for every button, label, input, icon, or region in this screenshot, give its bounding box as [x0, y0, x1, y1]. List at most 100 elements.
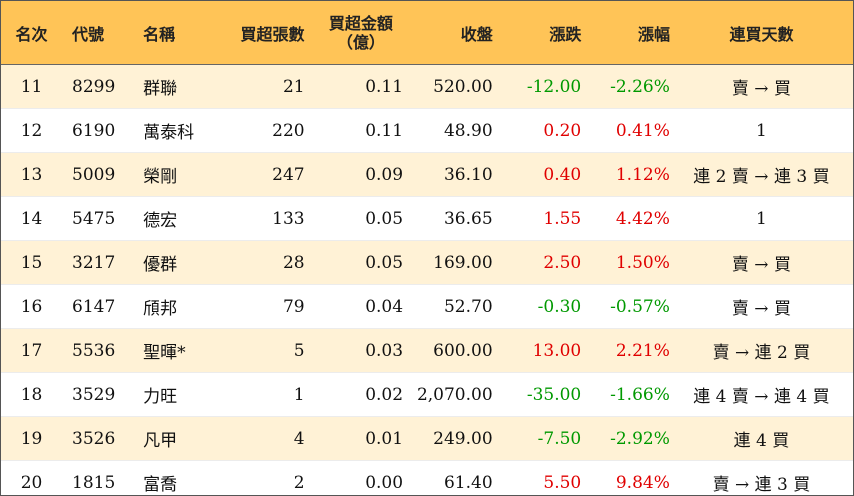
header-amount-line2: （億）	[336, 32, 385, 52]
cell-days: 1	[756, 208, 767, 229]
cell-code: 3526	[72, 428, 116, 449]
table-body: 11 8299 群聯 21 0.11 520.00 -12.00 -2.26% 賣 → 買 12 6…	[1, 65, 853, 495]
cell-days: 賣 → 買	[731, 299, 791, 319]
header-code[interactable]: 代號	[72, 24, 105, 44]
cell-pct: -1.66%	[610, 384, 670, 405]
cell-rank: 13	[20, 164, 43, 185]
cell-volume: 220	[272, 120, 305, 141]
header-name[interactable]: 名稱	[143, 24, 176, 44]
cell-close: 600.00	[433, 340, 493, 361]
cell-volume: 133	[272, 208, 305, 229]
table-row[interactable]: 14 5475 德宏 133 0.05 36.65 1.55 4.42% 1	[1, 197, 853, 241]
header-rank[interactable]: 名次	[15, 24, 48, 44]
cell-days: 賣 → 買	[731, 79, 791, 99]
cell-days: 賣 → 連 2 買	[712, 343, 811, 363]
cell-code: 5475	[72, 208, 116, 229]
cell-days: 1	[756, 120, 767, 141]
cell-code: 6147	[72, 296, 116, 317]
cell-close: 249.00	[433, 428, 493, 449]
cell-code: 3529	[72, 384, 116, 405]
cell-amount: 0.04	[365, 296, 404, 317]
cell-days: 賣 → 買	[731, 255, 791, 275]
cell-pct: -2.26%	[610, 76, 670, 97]
cell-rank: 19	[20, 428, 43, 449]
header-days[interactable]: 連買天數	[729, 24, 794, 44]
cell-pct: 2.21%	[615, 340, 670, 361]
cell-amount: 0.00	[365, 472, 404, 493]
cell-close: 169.00	[433, 252, 493, 273]
cell-close: 36.65	[443, 208, 493, 229]
cell-change: 1.55	[543, 208, 582, 229]
cell-name: 聖暉*	[143, 343, 186, 363]
cell-close: 2,070.00	[416, 384, 493, 405]
header-amount[interactable]: 買超金額 （億）	[305, 1, 404, 64]
cell-change: 0.20	[543, 120, 582, 141]
cell-code: 5536	[72, 340, 116, 361]
cell-name: 力旺	[143, 387, 178, 407]
cell-amount: 0.11	[365, 76, 404, 97]
cell-change: -0.30	[537, 296, 582, 317]
cell-volume: 1	[293, 384, 305, 405]
cell-amount: 0.03	[365, 340, 404, 361]
cell-name: 富喬	[143, 475, 178, 495]
table-row[interactable]: 20 1815 富喬 2 0.00 61.40 5.50 9.84% 賣 → 連 3 買	[1, 461, 853, 495]
table-row[interactable]: 16 6147 頎邦 79 0.04 52.70 -0.30 -0.57% 賣 → 買	[1, 285, 853, 329]
cell-close: 48.90	[443, 120, 493, 141]
cell-amount: 0.05	[365, 252, 404, 273]
header-volume[interactable]: 買超張數	[240, 24, 305, 44]
table-row[interactable]: 15 3217 優群 28 0.05 169.00 2.50 1.50% 賣 → 買	[1, 241, 853, 285]
table-row[interactable]: 11 8299 群聯 21 0.11 520.00 -12.00 -2.26% 賣 → 買	[1, 65, 853, 109]
cell-change: -12.00	[526, 76, 582, 97]
cell-change: 13.00	[532, 340, 582, 361]
cell-pct: -2.92%	[610, 428, 670, 449]
cell-code: 8299	[72, 76, 116, 97]
cell-close: 36.10	[443, 164, 493, 185]
cell-amount: 0.09	[365, 164, 404, 185]
cell-change: 5.50	[543, 472, 582, 493]
cell-days: 連 4 賣 → 連 4 買	[693, 387, 830, 407]
cell-name: 群聯	[143, 79, 178, 99]
cell-volume: 21	[282, 76, 305, 97]
cell-days: 連 4 買	[733, 431, 790, 451]
cell-code: 1815	[72, 472, 116, 493]
table-row[interactable]: 17 5536 聖暉* 5 0.03 600.00 13.00 2.21% 賣 → 連 2 買	[1, 329, 853, 373]
cell-name: 凡甲	[143, 431, 178, 451]
cell-amount: 0.01	[365, 428, 404, 449]
cell-amount: 0.02	[365, 384, 404, 405]
cell-name: 萬泰科	[143, 123, 195, 143]
header-amount-line1: 買超金額	[328, 13, 393, 33]
table-row[interactable]: 18 3529 力旺 1 0.02 2,070.00 -35.00 -1.66% 連 4 賣 →…	[1, 373, 853, 417]
header-change[interactable]: 漲跌	[549, 24, 582, 44]
cell-volume: 79	[282, 296, 305, 317]
cell-volume: 247	[272, 164, 305, 185]
cell-code: 6190	[72, 120, 116, 141]
table-header: 名次 代號 名稱 買超張數 買超金額 （億） 收盤 漲跌 漲幅 連買天數	[1, 1, 853, 65]
header-pct[interactable]: 漲幅	[637, 24, 670, 44]
cell-volume: 4	[293, 428, 305, 449]
cell-days: 賣 → 連 3 買	[712, 475, 811, 495]
cell-name: 優群	[143, 255, 178, 275]
table-row[interactable]: 19 3526 凡甲 4 0.01 249.00 -7.50 -2.92% 連 4 買	[1, 417, 853, 461]
cell-rank: 18	[20, 384, 43, 405]
cell-volume: 28	[282, 252, 305, 273]
cell-change: 2.50	[543, 252, 582, 273]
cell-amount: 0.11	[365, 120, 404, 141]
cell-close: 61.40	[443, 472, 493, 493]
cell-volume: 2	[293, 472, 305, 493]
cell-days: 連 2 賣 → 連 3 買	[693, 167, 830, 187]
header-close[interactable]: 收盤	[460, 24, 493, 44]
cell-pct: 4.42%	[615, 208, 670, 229]
cell-code: 5009	[72, 164, 116, 185]
cell-rank: 14	[20, 208, 43, 229]
cell-pct: 0.41%	[615, 120, 670, 141]
cell-change: 0.40	[543, 164, 582, 185]
table-row[interactable]: 12 6190 萬泰科 220 0.11 48.90 0.20 0.41% 1	[1, 109, 853, 153]
cell-close: 52.70	[443, 296, 493, 317]
cell-name: 德宏	[143, 211, 178, 231]
cell-pct: -0.57%	[610, 296, 670, 317]
cell-rank: 11	[20, 76, 43, 97]
table-row[interactable]: 13 5009 榮剛 247 0.09 36.10 0.40 1.12% 連 2 賣 → 連 3…	[1, 153, 853, 197]
cell-pct: 1.50%	[615, 252, 670, 273]
cell-volume: 5	[293, 340, 305, 361]
